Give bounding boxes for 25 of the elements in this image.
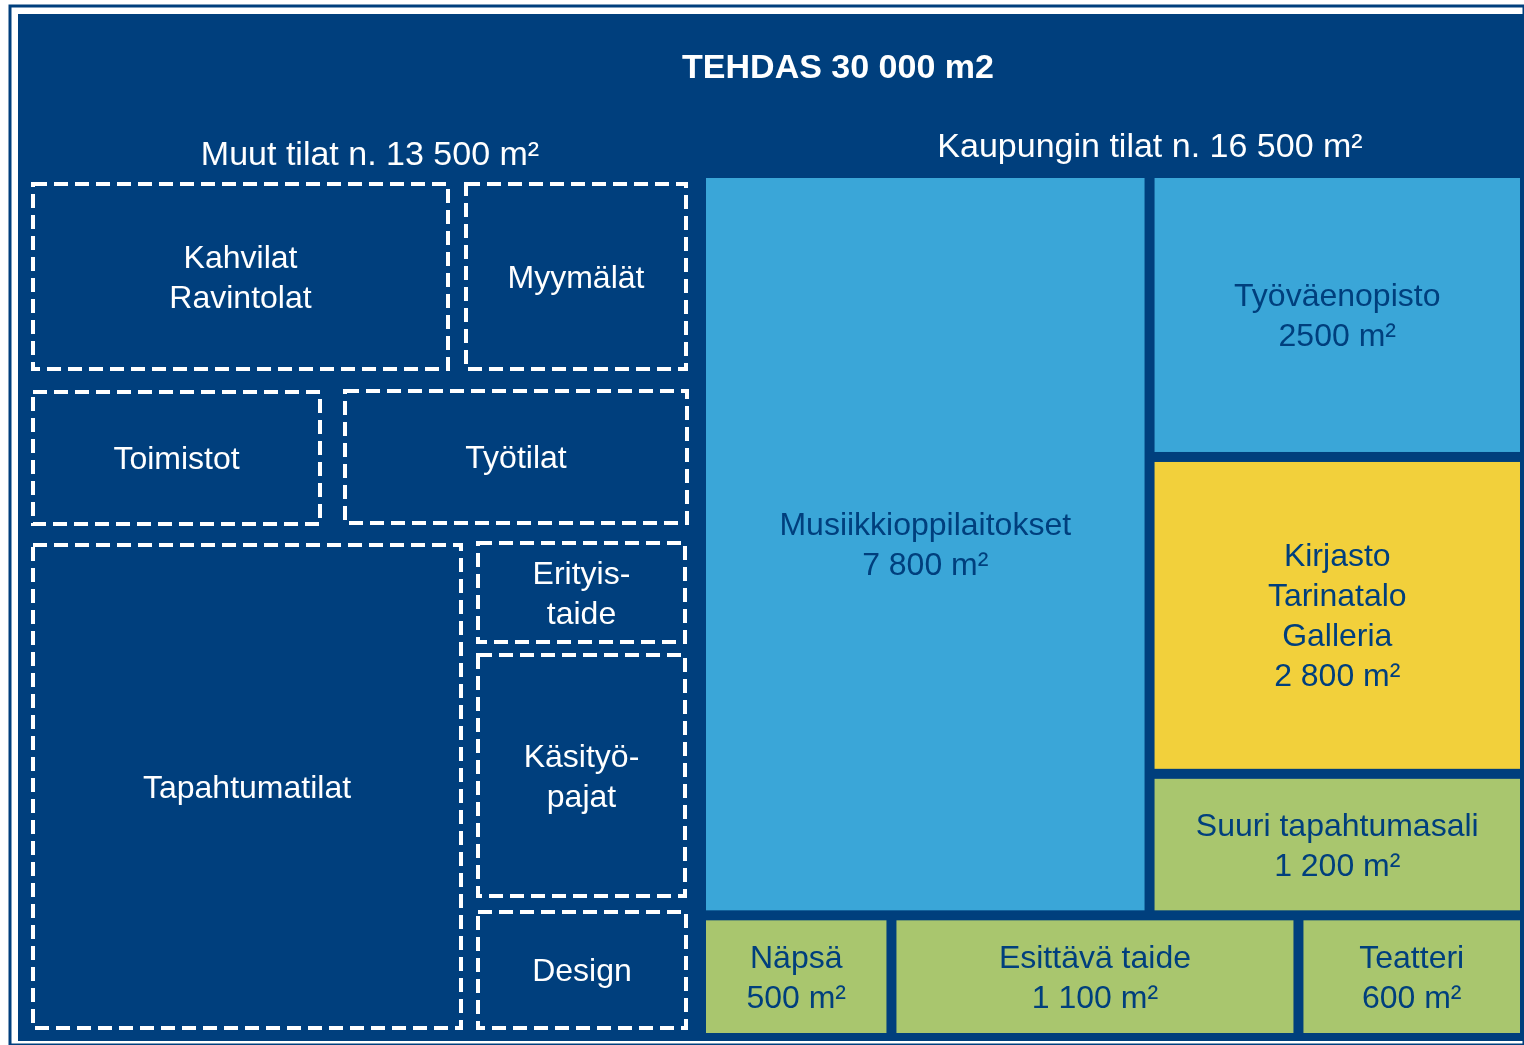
category-label: Työtilat bbox=[465, 439, 567, 475]
data-label: 1 100 m² bbox=[1031, 978, 1159, 1015]
category-label: Erityis- taide bbox=[532, 554, 631, 631]
data-label: 600 m² bbox=[1361, 978, 1462, 1015]
category-label: Käsityö- pajat bbox=[523, 737, 640, 814]
category-label: Näpsä bbox=[749, 938, 843, 975]
category-label: Kirjasto Tarinatalo Galleria bbox=[1267, 537, 1407, 654]
data-label: 7 800 m² bbox=[862, 546, 989, 583]
text: Kaupungin tilat n. 16 500 m² bbox=[937, 126, 1363, 164]
category-label: Musiikkioppilaitokset bbox=[779, 506, 1072, 543]
text: Muut tilat n. 13 500 m² bbox=[200, 134, 540, 172]
data-label: 2 800 m² bbox=[1274, 657, 1401, 694]
data-label: 2500 m² bbox=[1278, 316, 1397, 353]
category-label: Tapahtumatilat bbox=[142, 768, 352, 805]
category-label: Toimistot bbox=[113, 440, 240, 476]
category-label: Design bbox=[532, 952, 632, 988]
text: TEHDAS 30 000 m2 bbox=[682, 47, 994, 85]
data-label: 500 m² bbox=[746, 978, 847, 1015]
category-label: Myymälät bbox=[507, 258, 645, 295]
category-label: Teatteri bbox=[1359, 938, 1465, 975]
category-label: Esittävä taide bbox=[998, 938, 1192, 975]
category-label: Suuri tapahtumasali bbox=[1195, 806, 1479, 843]
data-label: 1 200 m² bbox=[1274, 846, 1401, 883]
category-label: Työväenopisto bbox=[1234, 276, 1441, 313]
category-label: Kahvilat Ravintolat bbox=[169, 238, 312, 315]
